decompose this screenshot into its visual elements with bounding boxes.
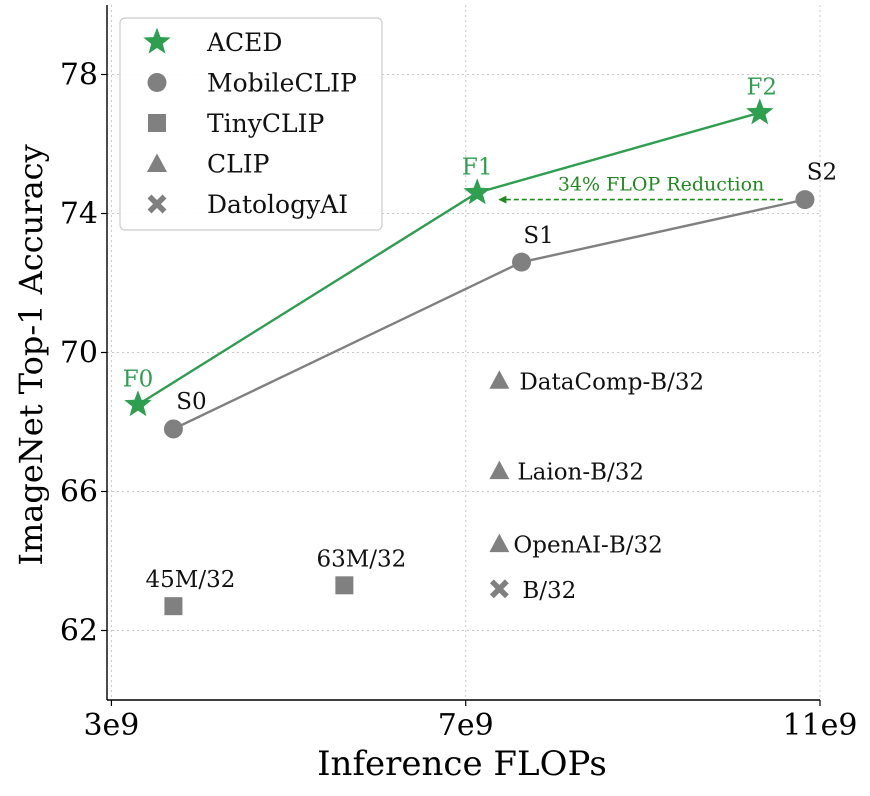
point-label-f1: F1 — [462, 155, 493, 181]
point-label-laion-b-32: Laion-B/32 — [517, 460, 644, 486]
x-tick-label: 7e9 — [438, 708, 494, 743]
legend-marker-datologyai — [147, 194, 167, 214]
mobileclip-point-s2 — [795, 190, 815, 210]
legend-label-mobileclip: MobileCLIP — [207, 69, 357, 98]
y-tick-label: 70 — [60, 336, 98, 371]
x-tick-label: 11e9 — [782, 708, 857, 743]
legend-marker-aced — [143, 27, 171, 54]
point-label-s1: S1 — [523, 223, 553, 249]
aced-point-f0 — [124, 390, 152, 417]
y-tick-label: 74 — [60, 197, 98, 232]
legend-marker-tinyclip — [148, 114, 166, 132]
legend-label-tinyclip: TinyCLIP — [207, 109, 324, 138]
point-label-datacomp-b-32: DataComp-B/32 — [519, 369, 704, 395]
legend-marker-clip — [147, 153, 167, 172]
mobileclip-point-s1 — [512, 252, 532, 272]
annotation-text: 34% FLOP Reduction — [558, 174, 764, 196]
legend-marker-mobileclip — [147, 73, 167, 92]
point-label-45m-32: 45M/32 — [146, 567, 236, 593]
axes: 3e9 7e9 11e9 62 66 70 74 78 Inference FLOPs Image… — [12, 5, 858, 784]
aced-point-f2 — [746, 98, 774, 125]
y-tick-label: 66 — [60, 475, 98, 510]
point-label-b-32: B/32 — [522, 578, 576, 604]
point-label-s2: S2 — [807, 160, 837, 186]
grid — [107, 5, 821, 700]
legend-label-aced: ACED — [206, 28, 282, 57]
y-axis-label: ImageNet Top-1 Accuracy — [12, 144, 50, 565]
x-axis-label: Inference FLOPs — [317, 744, 607, 784]
legend-label-datologyai: DatologyAI — [207, 190, 348, 219]
data-points — [124, 98, 815, 616]
tinyclip-point-63m-32 — [335, 576, 354, 595]
y-tick-label: 62 — [60, 614, 98, 649]
mobileclip-series-line — [172, 198, 806, 431]
aced-point-f1 — [463, 178, 491, 205]
clip-point-openai-b-32 — [489, 533, 510, 553]
tinyclip-point-45m-32 — [164, 597, 183, 616]
x-tick-label: 3e9 — [83, 708, 139, 743]
mobileclip-point-s0 — [163, 419, 183, 439]
legend-label-clip: CLIP — [207, 150, 269, 179]
legend: ACED MobileCLIP TinyCLIP CLIP DatologyAI — [119, 17, 383, 231]
clip-point-datacomp-b-32 — [489, 370, 510, 389]
clip-point-laion-b-32 — [489, 460, 510, 480]
y-tick-label: 78 — [60, 58, 98, 93]
datologyai-point-b-32 — [489, 579, 509, 599]
annotations: 34% FLOP Reduction — [498, 174, 783, 204]
point-label-f0: F0 — [123, 367, 154, 393]
point-label-f2: F2 — [746, 75, 777, 101]
point-labels: F0 F1 F2 S0 S1 S2 45M/32 63M/32 DataComp-B/32 Lai… — [123, 75, 837, 604]
point-label-s0: S0 — [176, 389, 206, 415]
legend-box — [119, 17, 383, 231]
point-label-openai-b-32: OpenAI-B/32 — [513, 533, 662, 559]
point-label-63m-32: 63M/32 — [316, 546, 406, 572]
